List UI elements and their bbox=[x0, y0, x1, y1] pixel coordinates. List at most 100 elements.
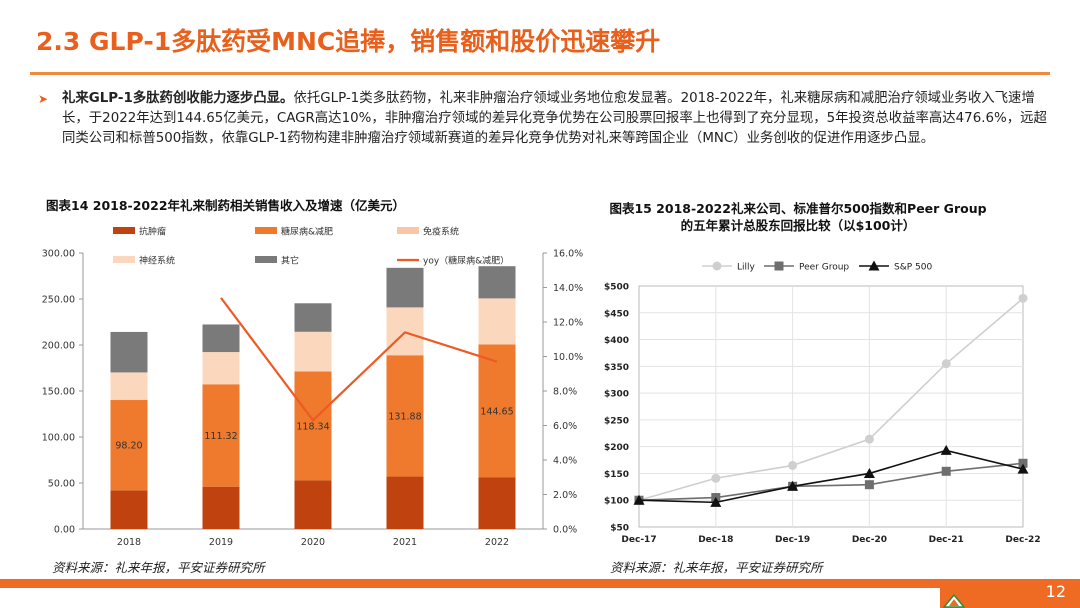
y-tick-label: $400 bbox=[604, 336, 629, 346]
bullet-paragraph: ➤ 礼来GLP-1多肽药创收能力逐步凸显。依托GLP-1类多肽药物，礼来非肿瘤治… bbox=[38, 89, 1048, 149]
y2-tick-label: 4.0% bbox=[553, 456, 577, 467]
y2-tick-label: 14.0% bbox=[553, 283, 583, 294]
bar-data-label: 131.88 bbox=[388, 411, 421, 422]
data-point bbox=[788, 460, 798, 470]
bar-segment bbox=[386, 267, 424, 308]
series-line bbox=[638, 449, 1024, 504]
chart1-source: 资料来源：礼来年报，平安证券研究所 bbox=[52, 560, 265, 575]
y2-tick-label: 2.0% bbox=[553, 490, 577, 501]
y2-tick-label: 16.0% bbox=[553, 249, 583, 260]
y-tick-label: $250 bbox=[604, 416, 629, 426]
chart2-title-line1: 图表15 2018-2022礼来公司、标准普尔500指数和Peer Group bbox=[609, 201, 987, 216]
arrow-bullet-icon: ➤ bbox=[38, 92, 49, 106]
bar-segment bbox=[110, 331, 148, 373]
bar-segment bbox=[202, 384, 240, 487]
x-tick-label: Dec-18 bbox=[698, 535, 733, 545]
chart1-title: 图表14 2018-2022年礼来制药相关销售收入及增速（亿美元） bbox=[46, 198, 406, 213]
y-tick-label: 150.00 bbox=[42, 387, 75, 398]
y-tick-label: $350 bbox=[604, 363, 629, 373]
x-tick-label: Dec-19 bbox=[775, 535, 810, 545]
legend-swatch bbox=[255, 227, 277, 234]
bar-segment bbox=[478, 344, 516, 478]
bar-segment bbox=[294, 371, 332, 481]
data-point bbox=[1017, 463, 1029, 474]
bar-segment bbox=[478, 298, 516, 345]
y-tick-label: $500 bbox=[604, 283, 629, 293]
x-tick-label: Dec-17 bbox=[621, 535, 656, 545]
legend-label: Peer Group bbox=[799, 263, 849, 273]
data-point bbox=[864, 434, 874, 444]
chart2-source: 资料来源：礼来年报，平安证券研究所 bbox=[610, 560, 823, 575]
y-tick-label: $50 bbox=[610, 524, 629, 534]
y-tick-label: 300.00 bbox=[42, 249, 75, 260]
bar-segment bbox=[110, 400, 148, 491]
x-tick-label: Dec-22 bbox=[1005, 535, 1040, 545]
bullet-lead: 礼来GLP-1多肽药创收能力逐步凸显。 bbox=[62, 91, 294, 106]
y-tick-label: $100 bbox=[604, 497, 629, 507]
legend-label: yoy（糖尿病&减肥） bbox=[423, 255, 509, 267]
legend-label: 抗肿瘤 bbox=[139, 226, 166, 238]
chart2-title-line2: 的五年累计总股东回报比较（以$100计） bbox=[680, 218, 916, 233]
bar-segment bbox=[202, 324, 240, 353]
x-tick-label: 2021 bbox=[393, 537, 417, 548]
legend-label: 神经系统 bbox=[139, 255, 175, 267]
bullet-text: 礼来GLP-1多肽药创收能力逐步凸显。依托GLP-1类多肽药物，礼来非肿瘤治疗领… bbox=[62, 89, 1048, 149]
y2-tick-label: 6.0% bbox=[553, 421, 577, 432]
bar-segment bbox=[110, 372, 148, 401]
company-logo-icon bbox=[943, 594, 965, 608]
data-point bbox=[633, 494, 645, 505]
data-point bbox=[710, 496, 722, 507]
footer-white-strip bbox=[0, 588, 940, 608]
legend-swatch bbox=[397, 227, 419, 234]
bullet-body: 依托GLP-1类多肽药物，礼来非肿瘤治疗领域业务地位愈发显著。2018-2022… bbox=[62, 91, 1047, 146]
plot-frame bbox=[638, 285, 1024, 528]
x-tick-label: Dec-21 bbox=[929, 535, 964, 545]
bar-segment bbox=[110, 490, 148, 529]
yoy-line bbox=[220, 297, 498, 422]
y-tick-label: $200 bbox=[604, 443, 629, 453]
legend-swatch bbox=[113, 227, 135, 234]
bar-segment bbox=[386, 476, 424, 529]
series-line bbox=[638, 462, 1024, 502]
data-point bbox=[864, 480, 874, 490]
data-point bbox=[1018, 293, 1028, 303]
legend-marker bbox=[712, 261, 722, 271]
title-rule bbox=[30, 72, 1050, 75]
data-point bbox=[863, 467, 875, 478]
bar-segment bbox=[202, 486, 240, 529]
y2-tick-label: 10.0% bbox=[553, 352, 583, 363]
y-tick-label: $450 bbox=[604, 309, 629, 319]
legend-swatch bbox=[255, 256, 277, 263]
legend-marker bbox=[868, 260, 880, 271]
y-tick-label: 100.00 bbox=[42, 433, 75, 444]
bar-data-label: 98.20 bbox=[115, 441, 142, 452]
bar-segment bbox=[202, 352, 240, 385]
bar-data-label: 118.34 bbox=[296, 421, 329, 432]
x-tick-label: 2018 bbox=[117, 537, 141, 548]
y-tick-label: $300 bbox=[604, 390, 629, 400]
data-point bbox=[941, 359, 951, 369]
revenue-stacked-bar-chart: 0.00 50.00 100.00 150.00 200.00 250.00 300.00 0… bbox=[42, 226, 583, 549]
data-point bbox=[787, 480, 799, 491]
y-tick-label: $150 bbox=[604, 470, 629, 480]
x-tick-label: 2020 bbox=[301, 537, 325, 548]
data-point bbox=[1018, 458, 1028, 468]
page-number: 12 bbox=[1045, 582, 1066, 601]
bar-data-label: 144.65 bbox=[480, 406, 513, 417]
legend-label: 其它 bbox=[281, 255, 299, 267]
y2-tick-label: 8.0% bbox=[553, 387, 577, 398]
bar-segment bbox=[294, 303, 332, 332]
bar-segment bbox=[294, 480, 332, 529]
legend-swatch bbox=[113, 256, 135, 263]
legend-label: 免疫系统 bbox=[423, 226, 459, 238]
bar-segment bbox=[294, 331, 332, 372]
shareholder-return-line-chart: $50 $100 $150 $200 $250 $300 $350 $400 $450 $500 D… bbox=[604, 260, 1041, 545]
y2-tick-label: 0.0% bbox=[553, 525, 577, 536]
bar-segment bbox=[386, 355, 424, 477]
bar-segment bbox=[478, 266, 516, 299]
data-point bbox=[711, 473, 721, 483]
data-point bbox=[941, 466, 951, 476]
data-point bbox=[940, 444, 952, 455]
legend-label: Lilly bbox=[737, 263, 756, 273]
y2-tick-label: 12.0% bbox=[553, 318, 583, 329]
